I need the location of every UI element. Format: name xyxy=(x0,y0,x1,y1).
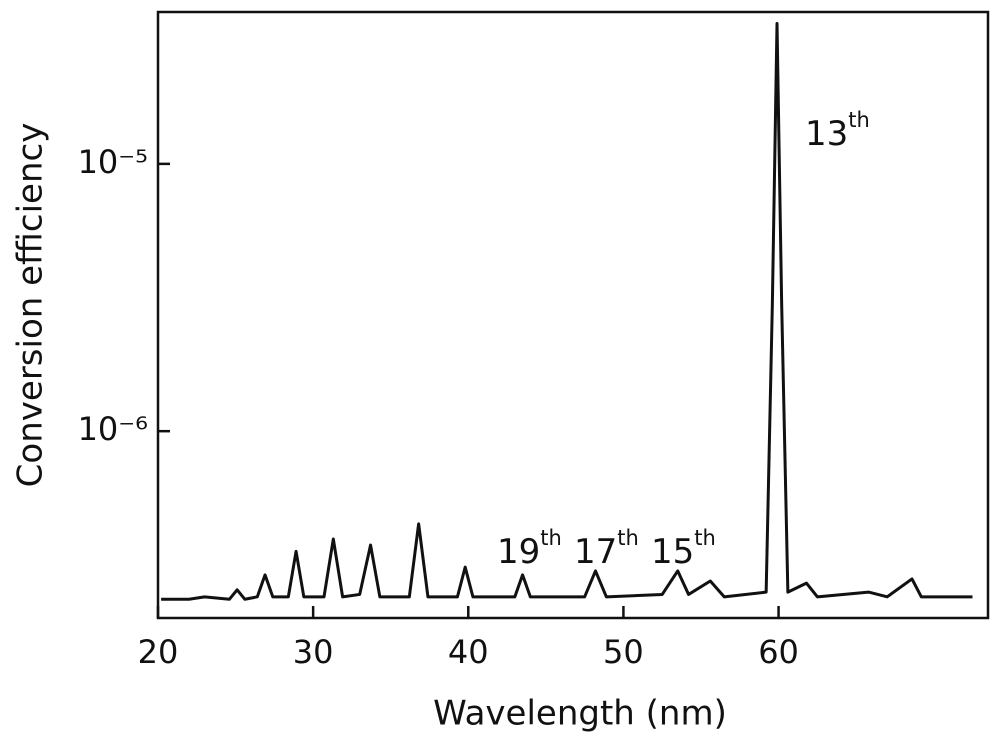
annotation-sup: th xyxy=(617,526,639,550)
annotation-text: 15 xyxy=(651,532,694,572)
y-tick-label: 10⁻⁶ xyxy=(78,410,148,448)
annotation: 15th xyxy=(651,526,716,572)
x-tick-label: 60 xyxy=(758,633,799,671)
y-axis-label: Conversion efficiency xyxy=(11,123,51,488)
annotation-sup: th xyxy=(540,526,562,550)
annotation-sup: th xyxy=(694,526,716,550)
y-tick-label: 10⁻⁵ xyxy=(78,143,148,181)
annotation: 17th xyxy=(574,526,639,572)
x-tick-label: 50 xyxy=(603,633,644,671)
annotation-text: 19 xyxy=(497,532,540,572)
annotation: 13th xyxy=(805,108,870,154)
annotation-text: 17 xyxy=(574,532,617,572)
x-tick-label: 20 xyxy=(138,633,179,671)
data-line xyxy=(161,22,973,601)
annotation: 19th xyxy=(497,526,562,572)
annotation-sup: th xyxy=(848,108,870,132)
x-tick-label: 40 xyxy=(448,633,489,671)
x-tick-label: 30 xyxy=(293,633,334,671)
x-axis-label: Wavelength (nm) xyxy=(433,694,727,734)
annotation-text: 13 xyxy=(805,114,848,154)
plot-frame xyxy=(156,10,990,620)
